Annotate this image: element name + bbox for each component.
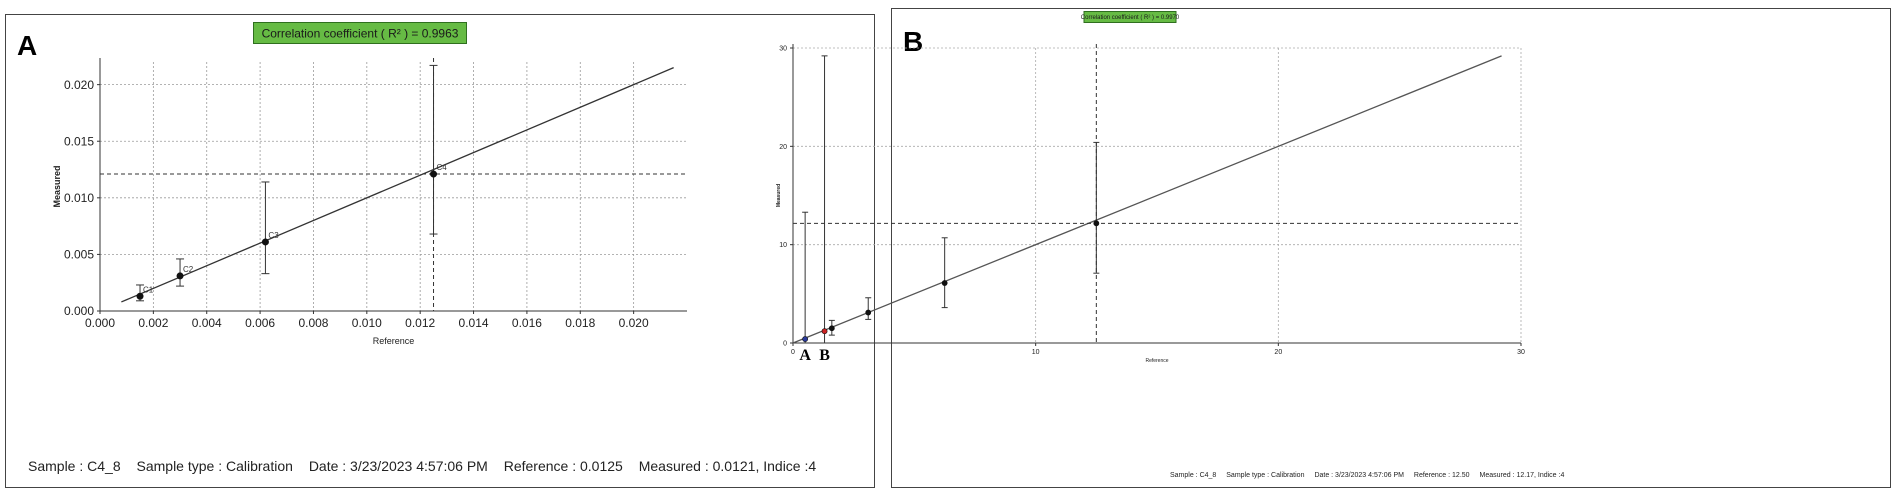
chart-b-x-tick-label: 30	[1517, 349, 1525, 356]
chart-a-y-tick-label: 0.005	[64, 248, 94, 262]
status-a-date: Date : 3/23/2023 4:57:06 PM	[308, 458, 488, 474]
chart-a-fit-line	[121, 67, 674, 303]
chart-b-title: Correlation coefficient ( R² ) = 0.9970	[1081, 15, 1180, 21]
chart-a-title: Correlation coefficient ( R² ) = 0.9963	[262, 26, 459, 40]
chart-a-r2-box	[253, 22, 467, 44]
chart-b-data-point	[865, 309, 872, 316]
chart-b-point-marker: B	[819, 347, 830, 364]
panel-a	[5, 14, 875, 488]
status-b-date: Date : 3/23/2023 4:57:06 PM	[1314, 472, 1404, 479]
chart-a-data-point	[430, 170, 438, 178]
chart-b-y-tick-label: 10	[779, 242, 787, 249]
status-b-reference: Reference : 12.50	[1413, 472, 1470, 479]
chart-b-x-tick-label: 0	[791, 349, 795, 356]
panel-a-label: A	[17, 30, 38, 61]
chart-a-x-tick-label: 0.016	[512, 316, 542, 330]
chart-b-x-tick-label: 10	[1032, 349, 1040, 356]
chart-b-fit-line	[792, 55, 1502, 344]
chart-a-x-tick-label: 0.004	[192, 316, 222, 330]
status-b-sample-type: Sample type : Calibration	[1226, 472, 1305, 479]
status-a-reference: Reference : 0.0125	[503, 458, 623, 474]
status-a-sample: Sample : C4_8	[28, 458, 121, 474]
chart-b-data-point	[821, 328, 828, 335]
chart-a-x-tick-label: 0.014	[459, 316, 489, 330]
chart-b-data-point	[1093, 220, 1100, 227]
chart-a-x-axis-label: Reference	[373, 336, 415, 346]
chart-b-x-tick-label: 20	[1274, 349, 1282, 356]
chart-a-x-tick-label: 0.012	[405, 316, 435, 330]
chart-a-y-tick-label: 0.010	[64, 191, 94, 205]
chart-a-y-axis-label: Measured	[52, 165, 62, 207]
chart-a-point-label: C1	[143, 285, 154, 294]
chart-a-y-tick-label: 0.015	[64, 134, 94, 148]
chart-b-data-point	[941, 280, 948, 286]
chart-a-data-point	[176, 272, 184, 280]
status-a-sample-type: Sample type : Calibration	[136, 458, 293, 474]
chart-a-point-label: C4	[437, 163, 448, 172]
panel-b-label: B	[903, 26, 924, 57]
chart-b-y-tick-label: 20	[779, 144, 787, 151]
chart-a-point-label: C2	[183, 265, 194, 274]
chart-b-y-tick-label: 0	[783, 340, 787, 347]
chart-b-data-point	[828, 325, 835, 332]
chart-a-point-label: C3	[268, 231, 279, 240]
panel-b	[891, 8, 1891, 488]
chart-b-point-marker: A	[799, 347, 811, 364]
chart-a-data-point	[136, 292, 144, 300]
chart-b-y-axis-label: Measured	[776, 184, 782, 207]
chart-a-x-tick-label: 0.018	[565, 316, 595, 330]
status-b-measured: Measured : 12.17, Indice :4	[1479, 472, 1565, 479]
status-bar-b: Sample : C4_8 Sample type : Calibration …	[1170, 472, 1572, 479]
chart-a-x-tick-label: 0.020	[619, 316, 649, 330]
chart-a-y-tick-label: 0.000	[64, 304, 94, 318]
chart-b-x-axis-label: Reference	[1145, 358, 1168, 364]
status-bar-a: Sample : C4_8 Sample type : Calibration …	[28, 458, 828, 474]
chart-b-y-tick-label: 30	[779, 45, 787, 52]
chart-a-x-tick-label: 0.008	[298, 316, 328, 330]
chart-a-x-tick-label: 0.002	[138, 316, 168, 330]
status-b-sample: Sample : C4_8	[1170, 472, 1217, 479]
chart-a-x-tick-label: 0.000	[85, 316, 115, 330]
status-a-measured: Measured : 0.0121, Indice :4	[638, 458, 817, 474]
chart-a-x-tick-label: 0.010	[352, 316, 382, 330]
chart-b-data-point	[802, 336, 809, 342]
chart-a-data-point	[261, 238, 269, 246]
chart-a-x-tick-label: 0.006	[245, 316, 275, 330]
chart-b-r2-box	[1083, 11, 1177, 23]
chart-a-y-tick-label: 0.020	[64, 78, 94, 92]
